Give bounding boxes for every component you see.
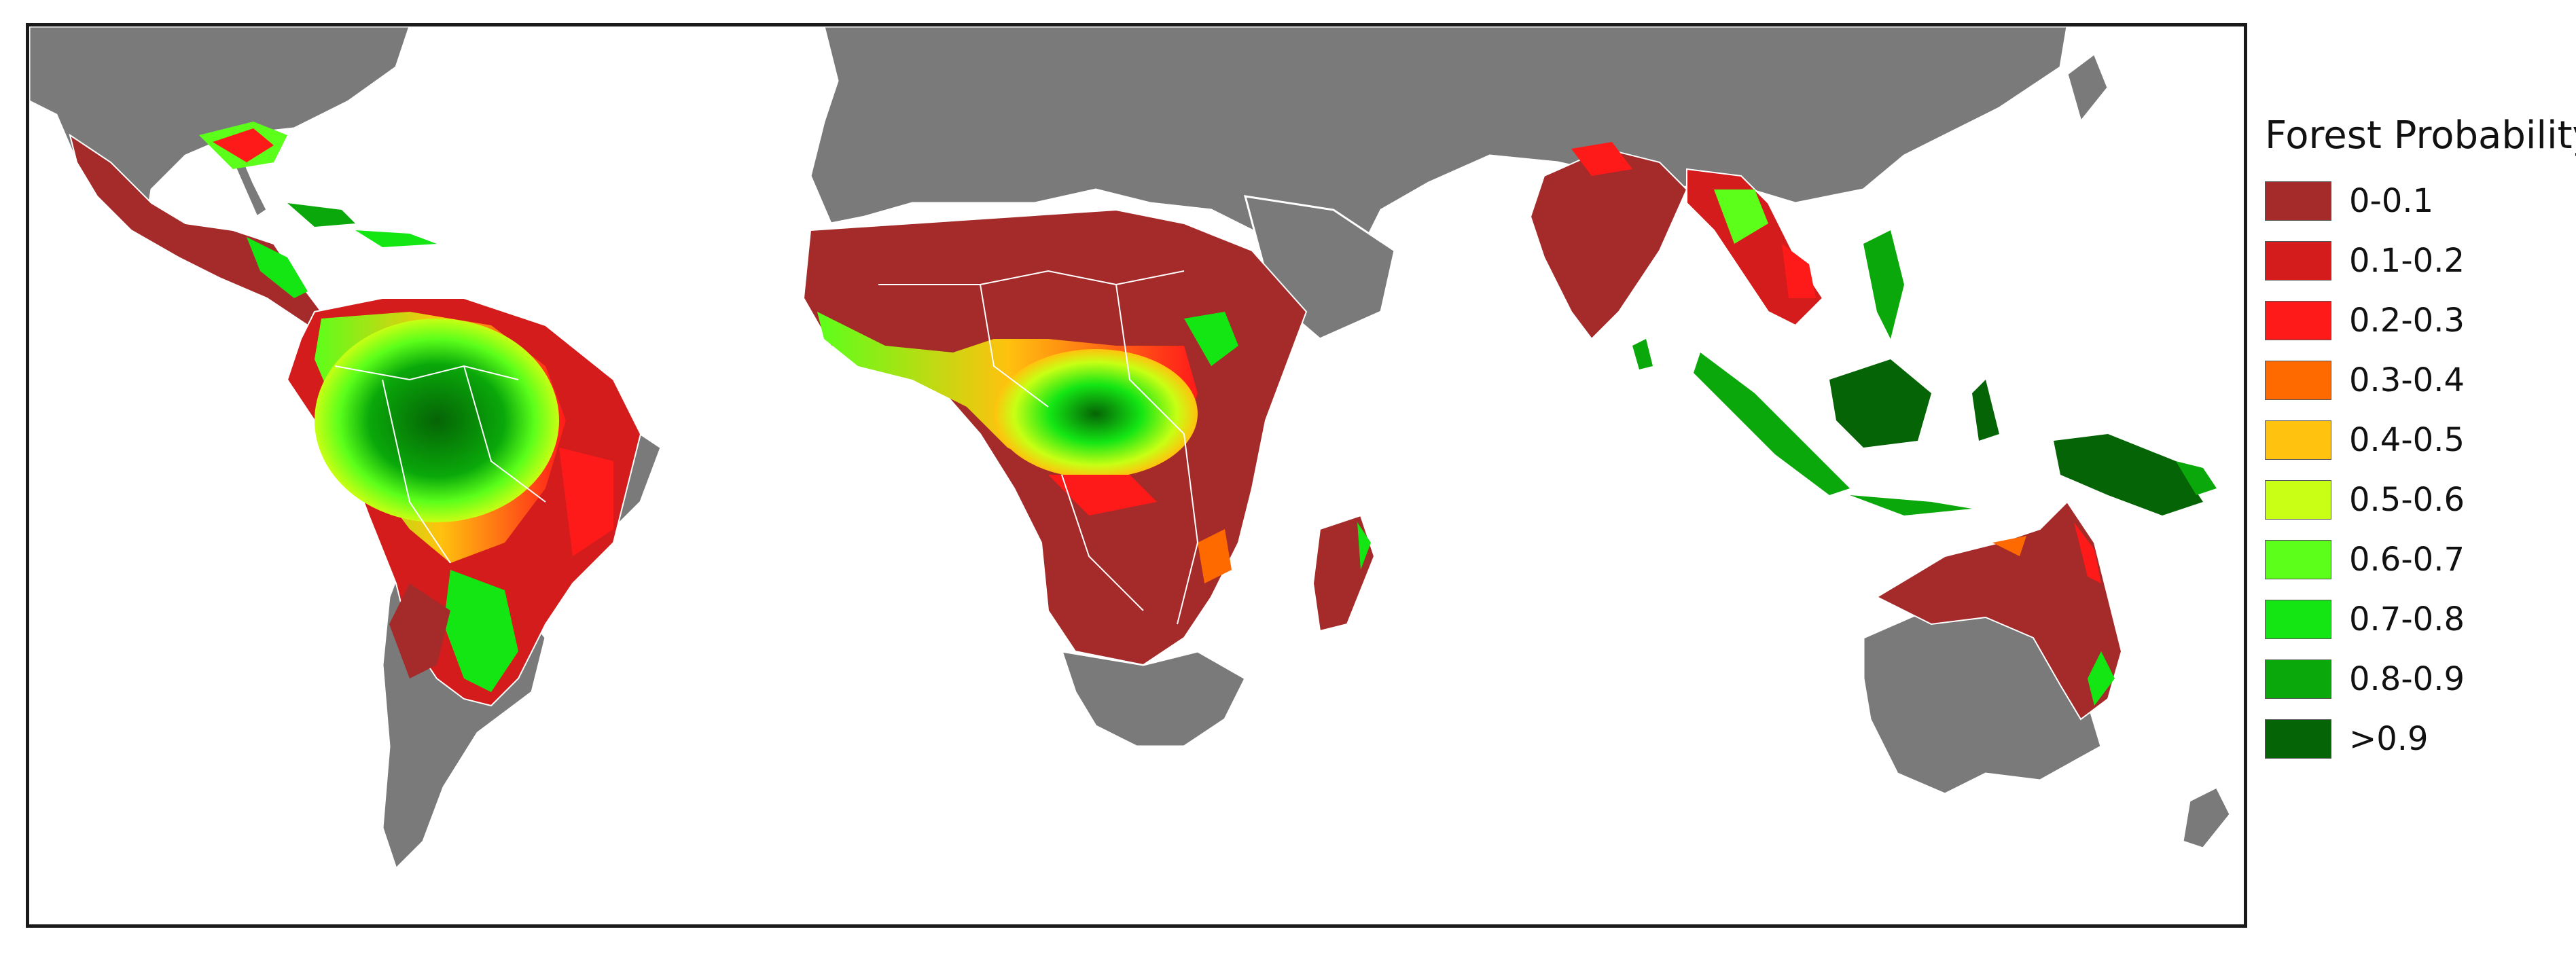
legend-title: Forest Probability bbox=[2265, 113, 2576, 158]
legend-item: 0.6-0.7 bbox=[2265, 530, 2564, 590]
legend-item: 0.3-0.4 bbox=[2265, 350, 2564, 410]
legend-label: 0.6-0.7 bbox=[2349, 541, 2465, 579]
land-new-zealand bbox=[2181, 785, 2232, 850]
land-japan bbox=[2066, 52, 2109, 124]
land-eurasia bbox=[809, 26, 2069, 252]
south-america bbox=[286, 297, 642, 707]
legend-swatch bbox=[2265, 361, 2331, 400]
legend: Forest Probability 0-0.1 0.1-0.2 0.2-0.3 0.… bbox=[2265, 113, 2576, 769]
south-asia bbox=[1529, 142, 1904, 369]
legend-swatch bbox=[2265, 480, 2331, 520]
legend-item: 0.8-0.9 bbox=[2265, 649, 2564, 709]
legend-swatch bbox=[2265, 659, 2331, 699]
legend-label: 0.5-0.6 bbox=[2349, 481, 2465, 519]
australia-north bbox=[1875, 501, 2123, 721]
legend-label: 0.8-0.9 bbox=[2349, 660, 2465, 698]
maritime-southeast-asia bbox=[1694, 352, 2217, 515]
legend-label: 0.4-0.5 bbox=[2349, 421, 2465, 459]
legend-items: 0-0.1 0.1-0.2 0.2-0.3 0.3-0.4 0.4-0.5 0.5-0.6… bbox=[2265, 171, 2564, 769]
legend-swatch bbox=[2265, 241, 2331, 281]
legend-item: 0.7-0.8 bbox=[2265, 590, 2564, 649]
legend-swatch bbox=[2265, 540, 2331, 579]
legend-label: 0.3-0.4 bbox=[2349, 361, 2465, 399]
legend-label: 0-0.1 bbox=[2349, 182, 2434, 220]
legend-item: 0.1-0.2 bbox=[2265, 231, 2564, 291]
legend-label: >0.9 bbox=[2349, 720, 2429, 758]
africa bbox=[802, 209, 1376, 666]
legend-item: 0.4-0.5 bbox=[2265, 410, 2564, 470]
legend-swatch bbox=[2265, 301, 2331, 340]
legend-label: 0.2-0.3 bbox=[2349, 302, 2465, 340]
tropical-forest-map bbox=[29, 26, 2232, 871]
map-frame bbox=[26, 23, 2247, 928]
central-america bbox=[69, 122, 437, 327]
legend-item: 0.5-0.6 bbox=[2265, 470, 2564, 530]
legend-label: 0.1-0.2 bbox=[2349, 242, 2465, 280]
legend-item: 0.2-0.3 bbox=[2265, 291, 2564, 350]
legend-swatch bbox=[2265, 719, 2331, 759]
legend-swatch bbox=[2265, 181, 2331, 221]
land-north-america bbox=[29, 26, 411, 232]
land-southern-africa bbox=[1060, 650, 1247, 748]
legend-item: 0-0.1 bbox=[2265, 171, 2564, 231]
legend-swatch bbox=[2265, 420, 2331, 460]
legend-item: >0.9 bbox=[2265, 709, 2564, 769]
legend-swatch bbox=[2265, 600, 2331, 639]
legend-label: 0.7-0.8 bbox=[2349, 600, 2465, 638]
